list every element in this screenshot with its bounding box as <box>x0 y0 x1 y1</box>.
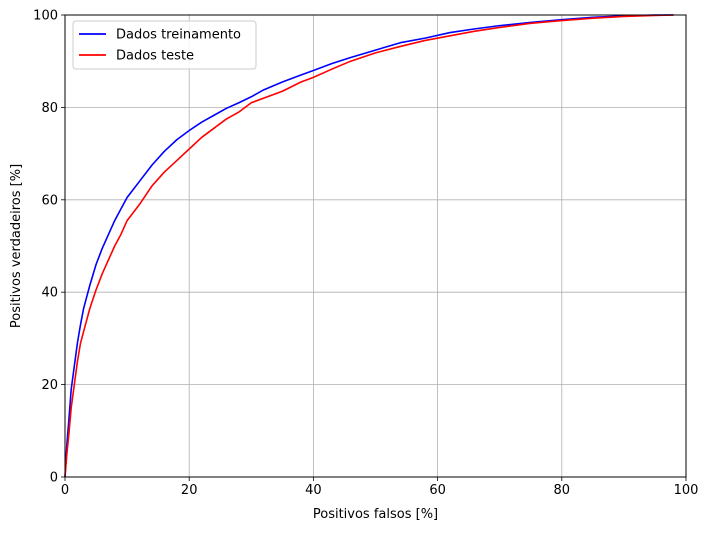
x-axis-label: Positivos falsos [%] <box>313 507 438 522</box>
legend-box <box>72 20 257 70</box>
series-line-1 <box>64 14 674 478</box>
legend: Dados treinamento Dados teste <box>72 20 257 70</box>
y-tick-label: 40 <box>41 286 58 301</box>
legend-label-1: Dados teste <box>116 49 194 64</box>
x-tick-label: 100 <box>674 483 699 498</box>
grid-layer <box>64 14 687 478</box>
series-line-0 <box>64 14 674 478</box>
y-axis-label: Positivos verdadeiros [%] <box>9 164 24 328</box>
tick-layer: 0 20 40 60 80 100 0 20 40 60 80 100 <box>33 9 698 499</box>
x-tick-label: 40 <box>305 483 322 498</box>
y-tick-label: 80 <box>41 101 58 116</box>
y-tick-label: 60 <box>41 193 58 208</box>
x-tick-label: 20 <box>181 483 198 498</box>
x-tick-label: 60 <box>429 483 446 498</box>
legend-label-0: Dados treinamento <box>116 28 241 43</box>
y-tick-label: 0 <box>50 471 58 486</box>
y-tick-label: 20 <box>41 378 58 393</box>
series-layer <box>64 14 674 478</box>
x-tick-label: 0 <box>61 483 69 498</box>
plot-frame <box>64 14 687 478</box>
y-tick-label: 100 <box>33 9 58 24</box>
x-tick-label: 80 <box>554 483 571 498</box>
